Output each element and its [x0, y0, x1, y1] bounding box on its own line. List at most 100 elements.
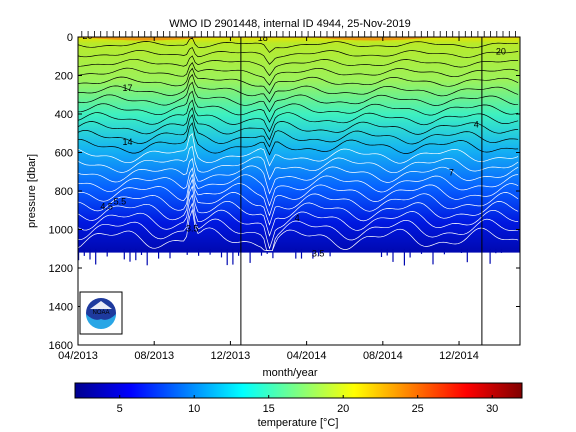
- isotherm: [78, 62, 519, 86]
- data-column: [135, 248, 137, 261]
- isotherm: [78, 208, 519, 252]
- data-column: [500, 248, 503, 253]
- data-column: [460, 248, 463, 253]
- data-column: [466, 248, 468, 263]
- data-column: [169, 248, 171, 259]
- isotherm: [78, 145, 519, 181]
- isotherm: [78, 81, 519, 113]
- x-tick-label: 12/2013: [211, 350, 251, 362]
- colorbar-ticks: 5 10 15 20 25 30: [117, 395, 498, 415]
- data-column: [249, 248, 251, 263]
- data-column: [106, 248, 108, 257]
- contour-label: 20: [82, 31, 92, 41]
- data-column: [186, 248, 188, 255]
- contour-label: 18: [258, 33, 268, 43]
- y-tick-label: 1400: [49, 302, 73, 314]
- noaa-logo-text: NOAA: [92, 310, 109, 316]
- data-column: [495, 248, 497, 254]
- data-column: [403, 248, 405, 266]
- isotherm: [78, 55, 519, 77]
- data-column: [260, 248, 263, 256]
- contour-label: 14: [122, 137, 132, 147]
- isotherm: [78, 99, 519, 133]
- data-column: [238, 248, 240, 256]
- chart-title: WMO ID 2901448, internal ID 4944, 25-Nov…: [169, 18, 411, 30]
- y-tick-label: 1200: [49, 263, 73, 275]
- contour-label: 4.5: [100, 201, 113, 211]
- y-axis-label: pressure [dbar]: [26, 154, 38, 228]
- data-column: [209, 248, 211, 255]
- data-column: [300, 248, 303, 259]
- colorbar-tick-label: 10: [188, 403, 200, 415]
- isotherm: [78, 167, 519, 207]
- colorbar-tick-label: 5: [117, 403, 123, 415]
- data-column: [386, 248, 388, 256]
- data-column: [83, 248, 85, 256]
- contour-label: 3.5: [312, 249, 325, 259]
- x-tick-label: 08/2014: [363, 350, 403, 362]
- colorbar-tick-label: 25: [412, 403, 424, 415]
- contour-label: 5.5: [114, 197, 127, 207]
- data-column: [380, 248, 383, 257]
- y-tick-label: 200: [55, 71, 73, 83]
- y-tick-label: 0: [67, 32, 73, 44]
- data-column: [123, 248, 125, 260]
- colorbar: [74, 382, 523, 399]
- missing-data-gaps: [78, 248, 503, 266]
- data-column: [140, 248, 143, 255]
- isotherm: [78, 73, 519, 103]
- data-column: [89, 248, 91, 260]
- y-tick-label: 1600: [49, 340, 73, 352]
- colorbar-tick-label: 30: [486, 403, 498, 415]
- surface-warm-band: [78, 37, 520, 41]
- profile-time-ticks: [81, 31, 516, 37]
- contour-label: 4: [474, 120, 479, 130]
- data-column: [312, 248, 314, 259]
- colorbar-tick-label: 15: [263, 403, 275, 415]
- x-tick-label: 04/2013: [58, 350, 98, 362]
- data-column: [489, 248, 491, 264]
- data-column: [266, 248, 268, 254]
- data-column: [146, 248, 148, 266]
- data-column: [329, 248, 331, 257]
- y-axis: 0 200 400 600 800 1000 1200 1400 1600: [49, 32, 520, 352]
- data-column: [409, 248, 411, 258]
- colorbar-label: temperature [°C]: [258, 417, 339, 429]
- data-column: [158, 248, 160, 259]
- isotherm: [78, 202, 519, 252]
- data-column: [318, 248, 320, 256]
- isotherm: [78, 67, 519, 95]
- data-column: [295, 248, 297, 259]
- noaa-logo: NOAA: [79, 291, 123, 335]
- data-column: [443, 248, 445, 255]
- isotherm: [78, 185, 519, 237]
- y-tick-label: 800: [55, 186, 73, 198]
- x-tick-label: 04/2014: [287, 350, 327, 362]
- contour-label: 20: [496, 46, 506, 56]
- x-tick-label: 12/2014: [439, 350, 479, 362]
- y-tick-label: 600: [55, 148, 73, 160]
- plot-area: 20 18 20 17 14 4.5 5.5 3.5 4 3.5 7 4: [78, 31, 520, 345]
- data-column: [272, 248, 274, 259]
- data-column: [129, 248, 131, 262]
- y-tick-label: 400: [55, 109, 73, 121]
- isotherm-contours: [78, 37, 519, 252]
- data-column: [78, 248, 80, 261]
- data-column: [95, 248, 97, 265]
- vertical-marker-lines: [240, 37, 483, 345]
- x-axis: 04/2013 08/2013 12/2013 04/2014 08/2014 12/20…: [58, 37, 479, 362]
- isotherm: [78, 193, 519, 250]
- isotherm: [78, 178, 519, 226]
- contour-label: 17: [122, 83, 132, 93]
- isotherm: [78, 37, 519, 53]
- isotherm: [78, 157, 519, 195]
- data-column: [198, 248, 200, 256]
- y-tick-label: 1000: [49, 225, 73, 237]
- contour-label: 3.5: [186, 223, 199, 233]
- x-axis-label: month/year: [262, 367, 317, 379]
- isotherm: [78, 47, 519, 65]
- data-column: [232, 248, 234, 265]
- data-column: [432, 248, 434, 265]
- contour-labels: 20 18 20 17 14 4.5 5.5 3.5 4 3.5 7 4: [82, 31, 506, 259]
